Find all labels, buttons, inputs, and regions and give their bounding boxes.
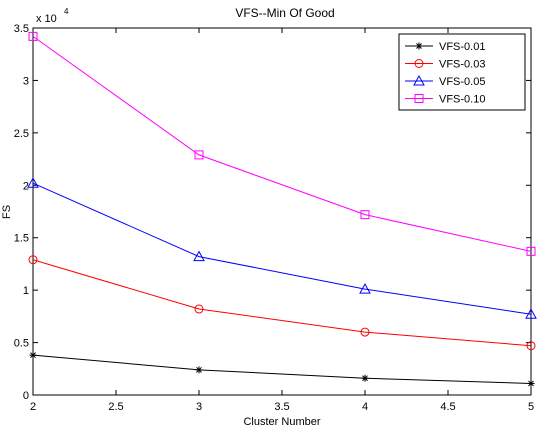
y-tick-label: 0 <box>23 390 29 402</box>
series-line <box>32 354 532 384</box>
data-point <box>361 374 369 382</box>
series-layer <box>27 31 537 387</box>
data-point <box>526 341 536 351</box>
data-point <box>28 31 38 41</box>
y-tick-label: 1 <box>23 285 29 297</box>
x-tick-label: 2.5 <box>108 401 123 413</box>
axis-ticks: 2 2.5 3 3.5 4 4.5 5 0 0.5 1 1.5 2 2.5 3 3.5 <box>14 23 534 413</box>
legend-label: VFS-0.05 <box>439 76 485 88</box>
series-vfs-0-05 <box>27 177 537 319</box>
legend-entry: VFS-0.05 <box>405 74 485 88</box>
x-tick-label: 2 <box>30 401 36 413</box>
legend-entry: VFS-0.10 <box>405 94 485 106</box>
legend: VFS-0.01 VFS-0.03 VFS-0.05 VFS-0.10 <box>398 33 526 111</box>
y-tick-label: 2 <box>23 180 29 192</box>
data-point <box>359 283 371 294</box>
data-point <box>526 246 536 256</box>
legend-label: VFS-0.01 <box>439 41 485 53</box>
legend-entry: VFS-0.01 <box>405 41 485 53</box>
y-exponent-label: x 10 4 <box>36 7 69 25</box>
y-exponent-base: x 10 <box>36 13 57 25</box>
series-line <box>32 35 532 252</box>
data-point <box>360 210 370 220</box>
data-point <box>28 255 38 265</box>
data-point <box>525 308 537 319</box>
legend-label: VFS-0.10 <box>439 94 485 106</box>
series-line <box>32 182 532 315</box>
x-tick-label: 5 <box>528 401 534 413</box>
data-point <box>194 150 204 160</box>
y-exponent-power: 4 <box>64 7 69 16</box>
data-point <box>193 250 205 262</box>
y-axis-label: FS <box>1 205 13 219</box>
x-tick-label: 4.5 <box>440 401 455 413</box>
data-point <box>195 366 203 374</box>
series-vfs-0-10 <box>28 31 536 256</box>
series-vfs-0-01 <box>29 351 535 387</box>
y-tick-label: 3.5 <box>14 23 29 35</box>
data-point <box>360 327 370 337</box>
x-axis-label: Cluster Number <box>243 416 320 428</box>
data-point <box>27 177 39 188</box>
legend-entry: VFS-0.03 <box>405 59 485 71</box>
series-line <box>32 259 532 347</box>
y-tick-label: 3 <box>23 75 29 87</box>
y-tick-label: 2.5 <box>14 128 29 140</box>
y-tick-label: 0.5 <box>14 338 29 350</box>
legend-marker <box>414 94 424 103</box>
x-tick-label: 3 <box>196 401 202 413</box>
x-tick-label: 4 <box>362 401 368 413</box>
y-tick-label: 1.5 <box>14 233 29 245</box>
legend-marker <box>415 42 423 50</box>
x-tick-label: 3.5 <box>274 401 289 413</box>
data-point <box>527 379 535 387</box>
legend-marker <box>413 74 425 86</box>
legend-label: VFS-0.03 <box>439 59 485 71</box>
legend-marker <box>414 59 424 68</box>
data-point <box>29 351 37 359</box>
series-vfs-0-03 <box>28 255 536 351</box>
data-point <box>194 304 204 314</box>
chart-title: VFS--Min Of Good <box>235 6 334 20</box>
